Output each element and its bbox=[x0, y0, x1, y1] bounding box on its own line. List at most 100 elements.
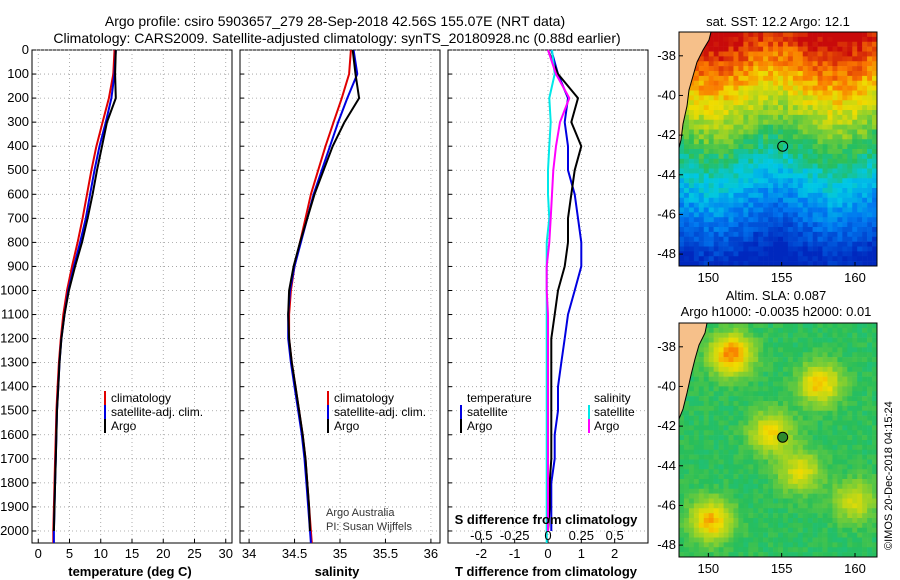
map-cell bbox=[862, 134, 868, 140]
map-cell bbox=[792, 95, 799, 101]
map-cell bbox=[693, 410, 700, 416]
map-cell bbox=[723, 405, 729, 412]
map-cell bbox=[837, 440, 843, 446]
map-cell bbox=[773, 376, 779, 382]
map-cell bbox=[802, 381, 808, 387]
temperature-legend: climatology satellite-adj. clim. Argo bbox=[104, 391, 203, 433]
map-cell bbox=[802, 183, 808, 189]
map-cell bbox=[872, 542, 877, 548]
map-cell bbox=[753, 163, 759, 169]
map-cell bbox=[862, 212, 868, 218]
map-cell bbox=[817, 503, 823, 509]
map-cell bbox=[758, 444, 764, 451]
map-cell bbox=[782, 547, 789, 553]
map-cell bbox=[837, 32, 843, 38]
map-cell bbox=[872, 207, 877, 213]
map-cell bbox=[698, 547, 705, 553]
map-cell bbox=[817, 124, 823, 130]
map-cell bbox=[723, 352, 729, 358]
map-cell bbox=[723, 183, 729, 189]
map-cell bbox=[713, 168, 719, 174]
map-cell bbox=[827, 85, 833, 91]
map-cell bbox=[698, 503, 705, 509]
map-cell bbox=[857, 381, 863, 387]
map-cell bbox=[763, 212, 769, 218]
map-cell bbox=[753, 449, 759, 455]
map-cell bbox=[703, 522, 709, 529]
map-cell bbox=[768, 66, 774, 72]
map-cell bbox=[778, 518, 784, 524]
map-cell bbox=[703, 342, 709, 348]
map-cell bbox=[872, 347, 877, 353]
map-cell bbox=[862, 51, 868, 57]
map-cell bbox=[852, 420, 858, 426]
map-cell bbox=[827, 454, 833, 460]
map-cell bbox=[778, 440, 784, 446]
map-cell bbox=[852, 425, 858, 431]
map-cell bbox=[723, 71, 729, 77]
map-cell bbox=[867, 435, 873, 441]
map-cell bbox=[807, 386, 813, 392]
map-cell bbox=[728, 444, 734, 451]
map-cell bbox=[802, 51, 808, 57]
map-cell bbox=[837, 366, 843, 373]
map-cell bbox=[787, 386, 794, 392]
map-cell bbox=[743, 522, 749, 529]
map-cell bbox=[698, 241, 705, 247]
map-cell bbox=[743, 100, 749, 106]
map-cell bbox=[792, 542, 799, 548]
map-cell bbox=[718, 479, 724, 485]
map-cell bbox=[837, 332, 843, 338]
map-cell bbox=[708, 36, 714, 43]
map-cell bbox=[872, 493, 877, 499]
map-cell bbox=[778, 547, 784, 553]
map-cell bbox=[683, 168, 690, 174]
map-cell bbox=[792, 469, 799, 475]
map-cell bbox=[842, 231, 848, 238]
map-cell bbox=[758, 459, 764, 465]
map-cell bbox=[713, 227, 719, 233]
series-argo bbox=[287, 49, 361, 532]
map-cell bbox=[753, 251, 759, 257]
map-cell bbox=[768, 46, 774, 52]
map-cell bbox=[827, 508, 833, 514]
map-cell bbox=[763, 493, 769, 499]
map-cell bbox=[822, 192, 828, 199]
map-cell bbox=[812, 251, 818, 257]
map-cell bbox=[822, 114, 828, 121]
map-cell bbox=[763, 415, 769, 421]
map-cell bbox=[713, 444, 719, 451]
map-cell bbox=[822, 71, 828, 77]
map-cell bbox=[827, 46, 833, 52]
map-cell bbox=[748, 139, 754, 145]
map-cell bbox=[688, 217, 695, 223]
map-cell bbox=[822, 366, 828, 373]
map-cell bbox=[688, 454, 695, 460]
map-cell bbox=[842, 474, 848, 480]
map-cell bbox=[797, 61, 804, 67]
map-cell bbox=[728, 396, 734, 402]
map-cell bbox=[718, 454, 724, 460]
map-cell bbox=[867, 547, 873, 553]
map-cell bbox=[872, 227, 877, 233]
map-cell bbox=[743, 41, 749, 47]
map-cell bbox=[703, 149, 709, 155]
map-cell bbox=[778, 327, 784, 334]
map-cell bbox=[758, 420, 764, 426]
map-cell bbox=[773, 71, 779, 77]
map-cell bbox=[743, 173, 749, 179]
map-cell bbox=[787, 391, 794, 397]
map-cell bbox=[847, 105, 853, 111]
map-cell bbox=[857, 114, 863, 121]
map-cell bbox=[837, 430, 843, 436]
map-cell bbox=[743, 139, 749, 145]
map-cell bbox=[679, 532, 685, 538]
map-cell bbox=[688, 153, 695, 160]
map-cell bbox=[842, 405, 848, 412]
map-cell bbox=[758, 124, 764, 130]
map-cell bbox=[713, 430, 719, 436]
map-cell bbox=[837, 212, 843, 218]
map-cell bbox=[822, 212, 828, 218]
map-cell bbox=[872, 246, 877, 252]
map-cell bbox=[817, 420, 823, 426]
